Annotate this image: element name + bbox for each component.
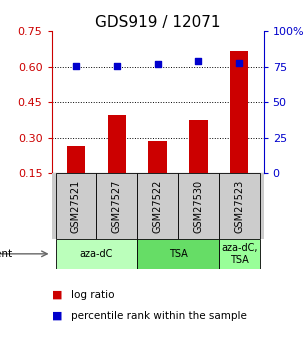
Bar bbox=[108, 115, 126, 174]
Bar bbox=[219, 174, 260, 239]
Point bbox=[114, 63, 119, 68]
Text: aza-dC,
TSA: aza-dC, TSA bbox=[221, 243, 257, 265]
Text: GSM27527: GSM27527 bbox=[112, 179, 122, 233]
Bar bbox=[137, 174, 178, 239]
Text: TSA: TSA bbox=[168, 249, 187, 259]
Bar bbox=[178, 174, 219, 239]
Bar bbox=[219, 239, 260, 269]
Text: agent: agent bbox=[0, 249, 12, 259]
Text: ■ 0.15: ■ 0.15 bbox=[52, 299, 56, 300]
Text: ■: ■ bbox=[52, 290, 62, 300]
Text: log ratio: log ratio bbox=[71, 290, 115, 300]
Text: percentile rank within the sample: percentile rank within the sample bbox=[71, 311, 247, 321]
Bar bbox=[148, 141, 167, 174]
Text: GSM27530: GSM27530 bbox=[193, 179, 203, 233]
Text: aza-dC: aza-dC bbox=[80, 249, 113, 259]
Point bbox=[74, 63, 78, 69]
Title: GDS919 / 12071: GDS919 / 12071 bbox=[95, 15, 220, 30]
Bar bbox=[230, 51, 248, 174]
Bar bbox=[55, 239, 137, 269]
Bar bbox=[189, 120, 208, 174]
Bar bbox=[67, 146, 85, 174]
Point bbox=[196, 58, 201, 63]
Text: GSM27523: GSM27523 bbox=[234, 179, 244, 233]
Text: GSM27522: GSM27522 bbox=[152, 179, 163, 233]
Point bbox=[155, 61, 160, 67]
Text: ■: ■ bbox=[52, 311, 62, 321]
Bar bbox=[55, 174, 96, 239]
Bar bbox=[137, 239, 219, 269]
Text: GSM27521: GSM27521 bbox=[71, 179, 81, 233]
Point bbox=[237, 60, 241, 66]
Bar bbox=[96, 174, 137, 239]
